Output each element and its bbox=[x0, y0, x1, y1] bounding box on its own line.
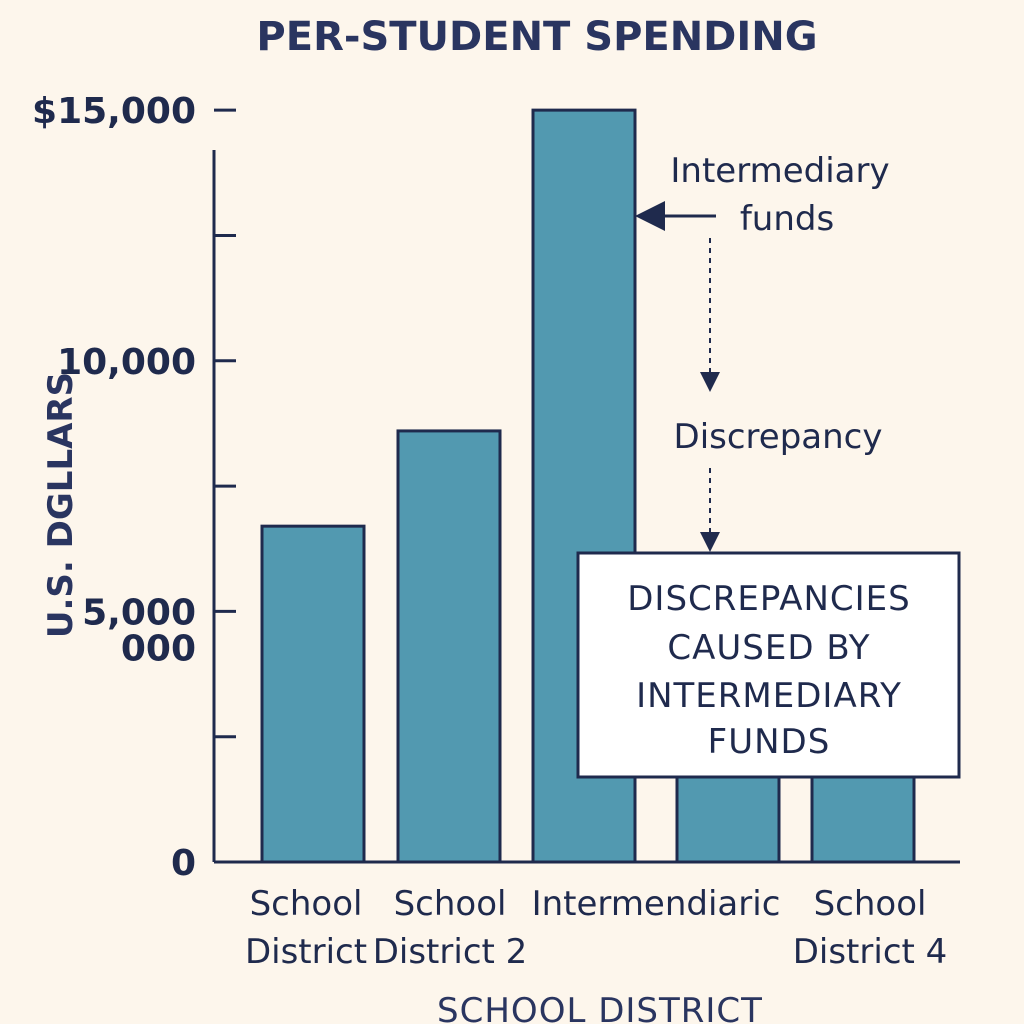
x-category-label-2-line-1: School bbox=[394, 884, 507, 924]
intermediary-annotation-line-2: funds bbox=[740, 199, 834, 239]
discrepancy-callout-box: DISCREPANCIES CAUSED BY INTERMEDIARY FUN… bbox=[576, 551, 961, 779]
x-category-label-5-line-1: School bbox=[814, 884, 927, 924]
x-axis-label: SCHOOL DISTRICT bbox=[437, 991, 763, 1024]
callout-box-frame bbox=[576, 551, 961, 779]
axes-group bbox=[212, 150, 960, 864]
callout-line-4: FUNDS bbox=[708, 722, 831, 762]
y-tick-label-1: $15,000 bbox=[32, 91, 196, 132]
bar-1 bbox=[260, 524, 366, 864]
y-tick-label-3: 5,000 bbox=[82, 592, 196, 633]
y-tick-label-extra: 000 bbox=[121, 629, 196, 670]
callout-line-3: INTERMEDIARY bbox=[636, 676, 902, 716]
x-category-label-1-line-1: School bbox=[250, 884, 363, 924]
intermediary-annotation: Intermediary funds bbox=[635, 151, 890, 392]
x-category-label-1-line-2: District bbox=[245, 932, 367, 972]
callout-line-2: CAUSED BY bbox=[667, 628, 870, 668]
y-tick-label-4: 0 bbox=[171, 843, 196, 884]
x-category-label-3-line-1: Intermendiaric bbox=[532, 884, 781, 924]
intermediary-annotation-line-1: Intermediary bbox=[670, 151, 889, 191]
callout-line-1: DISCREPANCIES bbox=[627, 579, 911, 619]
x-category-label-5-line-2: District 4 bbox=[793, 932, 948, 972]
discrepancy-annotation: Discrepancy bbox=[674, 417, 883, 457]
chart-title: PER-STUDENT SPENDING bbox=[256, 14, 817, 60]
bar-2 bbox=[396, 429, 502, 864]
x-category-label-2-line-2: District 2 bbox=[373, 932, 528, 972]
y-axis-label: U.S. DGLLARS bbox=[41, 372, 81, 638]
y-tick-label-2: 10,000 bbox=[57, 342, 196, 383]
